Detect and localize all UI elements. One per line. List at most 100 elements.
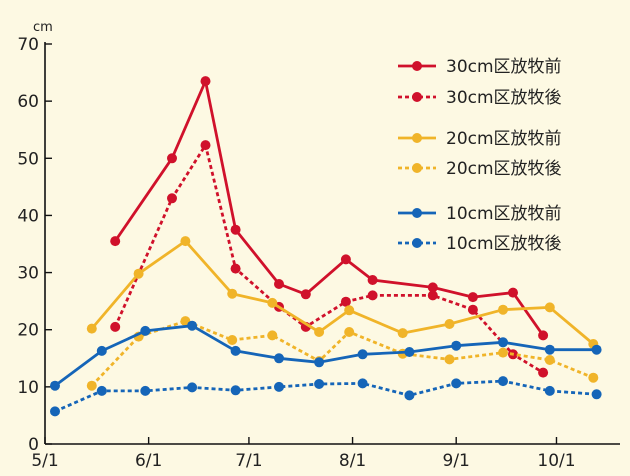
- legend-item: 10cm区放牧後: [398, 234, 562, 254]
- series-line: [113, 143, 544, 374]
- data-point: [357, 378, 368, 389]
- data-point: [96, 385, 107, 396]
- legend-label: 30cm区放牧前: [446, 57, 562, 77]
- x-tick-label: 5/1: [31, 451, 58, 471]
- data-point: [86, 323, 97, 334]
- series-0: [110, 76, 549, 341]
- legend: 30cm区放牧前 30cm区放牧後 20cm区放牧前 20cm区放牧後 10cm区放牧前…: [398, 57, 562, 254]
- data-point: [444, 354, 455, 365]
- series-4: [50, 320, 602, 391]
- legend-marker: [412, 163, 422, 173]
- data-point: [451, 340, 462, 351]
- data-point: [538, 330, 549, 341]
- data-point: [544, 344, 555, 355]
- data-point: [140, 325, 151, 336]
- data-point: [110, 321, 121, 332]
- data-point: [357, 349, 368, 360]
- y-tick-label: 50: [17, 149, 39, 169]
- data-point: [50, 380, 60, 391]
- y-tick-label: 10: [17, 378, 39, 398]
- data-point: [591, 344, 602, 355]
- series-2: [86, 236, 599, 349]
- data-point: [86, 380, 97, 391]
- data-point: [96, 345, 107, 356]
- data-point: [340, 254, 351, 265]
- x-tick-label: 8/1: [339, 451, 366, 471]
- data-point: [404, 390, 415, 401]
- data-point: [591, 389, 602, 400]
- y-tick-label: 60: [17, 92, 39, 112]
- series-line: [54, 379, 597, 413]
- series-5: [50, 376, 602, 417]
- legend-item: 30cm区放牧前: [398, 57, 562, 77]
- data-point: [397, 328, 408, 339]
- data-point: [230, 345, 241, 356]
- x-tick-label: 6/1: [135, 451, 162, 471]
- legend-label: 10cm区放牧後: [446, 234, 562, 254]
- data-point: [200, 140, 211, 151]
- data-point: [498, 347, 508, 358]
- y-tick-label: 40: [17, 206, 39, 226]
- data-point: [314, 327, 325, 337]
- series-3: [86, 316, 599, 391]
- data-point: [344, 305, 355, 316]
- data-point: [230, 263, 241, 274]
- data-point: [538, 367, 549, 378]
- data-point: [267, 330, 278, 341]
- data-point: [404, 347, 415, 357]
- data-point: [427, 282, 438, 293]
- data-point: [340, 296, 351, 307]
- data-point: [498, 337, 508, 348]
- data-point: [544, 355, 555, 365]
- series-line: [90, 239, 595, 346]
- legend-marker: [412, 61, 422, 71]
- data-point: [498, 376, 508, 387]
- data-point: [314, 357, 325, 368]
- legend-label: 30cm区放牧後: [446, 88, 562, 108]
- y-tick-label: 30: [17, 264, 39, 284]
- data-point: [367, 290, 378, 301]
- legend-item: 20cm区放牧後: [398, 159, 562, 179]
- legend-label: 20cm区放牧後: [446, 159, 562, 179]
- data-point: [544, 302, 555, 313]
- data-point: [227, 335, 238, 345]
- y-axis-unit: cm: [33, 20, 53, 35]
- data-point: [187, 320, 198, 331]
- data-point: [588, 372, 599, 383]
- data-point: [230, 224, 241, 235]
- data-point: [274, 381, 284, 392]
- data-point: [274, 279, 284, 289]
- data-point: [274, 353, 284, 364]
- data-point: [544, 385, 555, 396]
- data-point: [427, 290, 438, 301]
- data-point: [444, 319, 455, 329]
- legend-item: 20cm区放牧前: [398, 129, 562, 149]
- legend-label: 20cm区放牧前: [446, 129, 562, 149]
- legend-marker: [412, 133, 422, 143]
- data-point: [314, 379, 325, 389]
- data-point: [267, 297, 278, 308]
- data-point: [344, 327, 355, 337]
- data-point: [167, 193, 177, 204]
- series-layer: [50, 76, 602, 417]
- data-point: [140, 385, 151, 396]
- y-tick-label: 0: [28, 435, 39, 455]
- data-point: [498, 304, 508, 315]
- y-tick-label: 20: [17, 321, 39, 341]
- x-tick-label: 9/1: [443, 451, 470, 471]
- data-point: [467, 292, 478, 303]
- legend-marker: [412, 92, 422, 102]
- data-point: [187, 382, 198, 393]
- legend-item: 10cm区放牧前: [398, 204, 562, 224]
- data-point: [167, 153, 177, 164]
- series-line: [114, 79, 545, 337]
- data-point: [451, 378, 462, 389]
- axes: cm 0 10 20 30 40 50 60 70 5/1 6/1 7/1 8/1 9/1 10/1: [17, 20, 620, 471]
- data-point: [200, 76, 211, 87]
- y-tick-label: 70: [17, 35, 39, 55]
- legend-item: 30cm区放牧後: [398, 88, 562, 108]
- data-point: [133, 268, 144, 279]
- data-point: [300, 289, 311, 300]
- x-tick-label: 7/1: [235, 451, 262, 471]
